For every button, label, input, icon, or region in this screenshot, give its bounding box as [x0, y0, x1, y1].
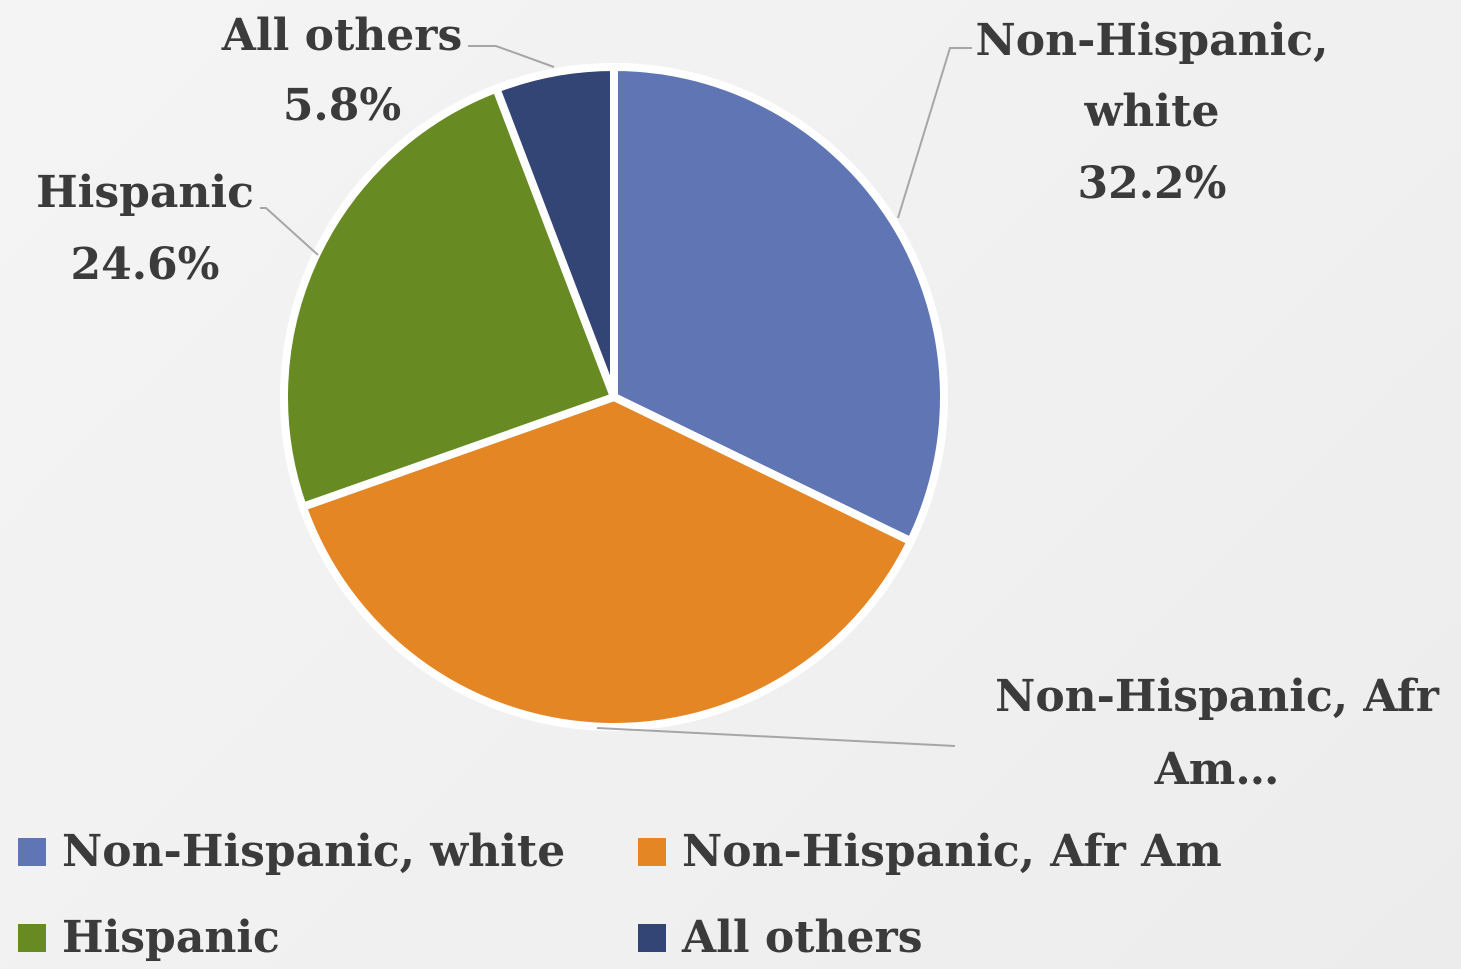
- pie-slice-non-hispanic-afr-am: [297, 392, 917, 731]
- legend-item-all-others: All others: [638, 916, 923, 960]
- pie-slice-non-hispanic-white: [610, 62, 948, 547]
- data-label-non-hispanic-afr-am: Non-Hispanic, Afr Am…: [995, 671, 1440, 795]
- data-label-non-hispanic-white: Non-Hispanic, white 32.2%: [976, 15, 1329, 209]
- data-label-line: Non-Hispanic,: [976, 15, 1329, 66]
- legend-item-non-hispanic-afr-am: Non-Hispanic, Afr Am: [638, 830, 1222, 874]
- data-label-line: All others: [221, 10, 463, 61]
- legend-swatch-hispanic: [18, 924, 46, 952]
- legend-label-hispanic: Hispanic: [62, 912, 280, 963]
- leader-line-non-hispanic-afr-am: [596, 727, 956, 747]
- pie-slice-all-others: [491, 62, 618, 399]
- pie-slice-hispanic: [280, 83, 620, 512]
- leader-line-non-hispanic-white: [897, 47, 972, 219]
- data-label-hispanic: Hispanic 24.6%: [36, 167, 254, 290]
- legend-swatch-non-hispanic-white: [18, 838, 46, 866]
- leader-line-hispanic: [260, 207, 319, 256]
- legend-label-non-hispanic-white: Non-Hispanic, white: [62, 826, 566, 877]
- data-label-line: 5.8%: [283, 80, 401, 131]
- legend-label-all-others: All others: [682, 912, 923, 963]
- legend-swatch-all-others: [638, 924, 666, 952]
- data-label-line: 32.2%: [1078, 158, 1227, 209]
- legend-item-non-hispanic-white: Non-Hispanic, white: [18, 830, 565, 874]
- data-label-line: Am…: [1154, 744, 1280, 795]
- data-label-line: 24.6%: [71, 239, 220, 290]
- legend: Non-Hispanic, white Non-Hispanic, Afr Am…: [0, 818, 1461, 969]
- legend-item-hispanic: Hispanic: [18, 916, 280, 960]
- legend-label-non-hispanic-afr-am: Non-Hispanic, Afr Am: [682, 826, 1222, 877]
- data-label-line: white: [1084, 86, 1220, 137]
- legend-swatch-non-hispanic-afr-am: [638, 838, 666, 866]
- leader-line-all-others: [468, 45, 555, 68]
- data-label-line: Non-Hispanic, Afr: [995, 671, 1440, 722]
- data-label-line: Hispanic: [36, 167, 254, 218]
- data-label-all-others: All others 5.8%: [221, 10, 463, 131]
